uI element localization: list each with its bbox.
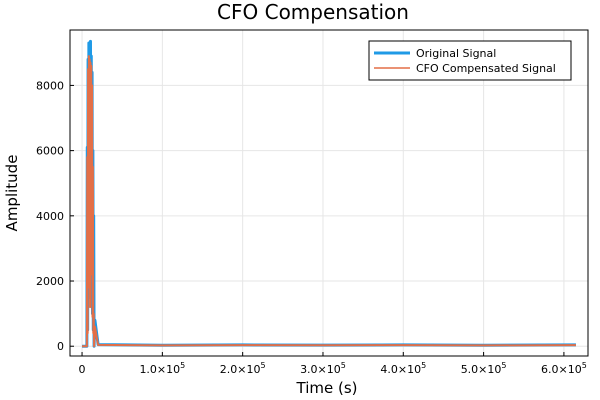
x-tick-label: 6.0×105 [541, 361, 587, 376]
legend-box [368, 40, 572, 81]
x-tick-exponent: 5 [421, 361, 426, 370]
x-tick-exponent: 5 [180, 361, 185, 370]
y-axis-title: Amplitude [3, 155, 21, 232]
x-tick-label: 1.0×105 [139, 361, 185, 376]
x-tick-label: 2.0×105 [220, 361, 266, 376]
y-tick-label: 8000 [36, 79, 64, 92]
x-tick-exponent: 5 [582, 361, 587, 370]
y-tick-label: 0 [57, 340, 64, 353]
chart-title: CFO Compensation [217, 0, 409, 24]
legend: Original Signal CFO Compensated Signal [368, 40, 572, 81]
x-tick-label: 3.0×105 [300, 361, 346, 376]
data-series [82, 39, 576, 348]
series-line-cfo-compensated-signal [82, 55, 576, 348]
x-axis-title: Time (s) [296, 379, 358, 397]
legend-label-compensated: CFO Compensated Signal [416, 62, 556, 75]
plot-frame [69, 29, 589, 357]
x-tick-exponent: 5 [501, 361, 506, 370]
x-tick-exponent: 5 [260, 361, 265, 370]
y-tick-label: 6000 [36, 145, 64, 158]
axis-ticks: 0 1.0×105 2.0×105 3.0×105 4.0×105 5.0×105 6.0×… [36, 79, 587, 376]
legend-label-original: Original Signal [416, 47, 496, 60]
y-tick-label: 2000 [36, 275, 64, 288]
y-tick-label: 4000 [36, 210, 64, 223]
x-tick-exponent: 5 [341, 361, 346, 370]
x-tick-label: 5.0×105 [461, 361, 507, 376]
x-tick-label: 4.0×105 [380, 361, 426, 376]
x-tick-label: 0 [79, 363, 86, 376]
